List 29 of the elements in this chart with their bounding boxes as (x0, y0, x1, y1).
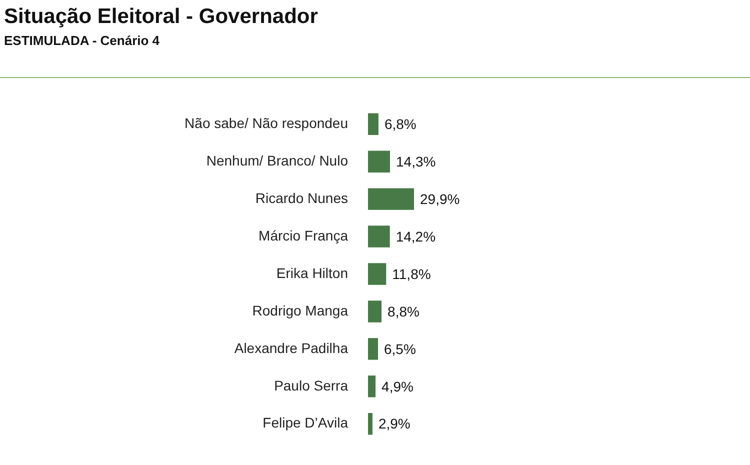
y-tick-label: Erika Hilton (276, 264, 348, 281)
bar (368, 226, 390, 248)
y-tick-label: Márcio França (258, 227, 348, 244)
y-tick-label: Rodrigo Manga (252, 302, 348, 318)
text: Situação Eleitoral - Governador (4, 5, 318, 29)
data-label: 4,9% (382, 378, 414, 394)
text: ESTIMULADA - Cenário 4 (4, 33, 160, 48)
bar (368, 188, 414, 210)
data-label: 14,2% (396, 228, 436, 244)
bar (368, 413, 372, 435)
bar (368, 263, 386, 285)
bar (368, 150, 390, 172)
data-label: 2,9% (378, 416, 410, 432)
data-label: 14,3% (396, 153, 436, 170)
bar (368, 338, 378, 360)
y-tick-label: Paulo Serra (274, 377, 348, 394)
bar (368, 300, 382, 322)
bar (368, 113, 378, 135)
data-label: 29,9% (420, 190, 460, 207)
data-label: 6,5% (384, 340, 416, 357)
y-tick-label: Ricardo Nunes (255, 190, 348, 206)
y-tick-label: Felipe D’Avila (262, 414, 348, 431)
data-label: 8,8% (388, 303, 420, 320)
bar (368, 376, 376, 398)
data-label: 11,8% (392, 266, 431, 282)
y-tick-label: Nenhum/ Branco/ Nulo (206, 152, 348, 168)
y-tick-label: Alexandre Padilha (234, 340, 348, 356)
data-label: 6,8% (384, 116, 416, 132)
y-tick-label: Não sabe/ Não respondeu (184, 114, 348, 131)
